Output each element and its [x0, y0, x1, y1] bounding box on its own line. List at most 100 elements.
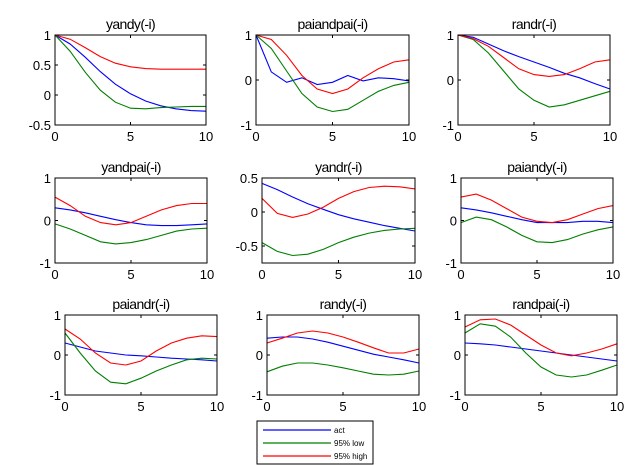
low-line — [460, 216, 614, 244]
low-line — [54, 34, 206, 110]
x-tick-label: 10 — [402, 129, 416, 144]
subplot-title: yandr(-i) — [315, 159, 362, 175]
legend: act 95% low 95% high — [256, 420, 374, 465]
high-line — [266, 330, 420, 354]
legend-label: 95% high — [334, 452, 367, 461]
y-tick-label: 0 — [245, 73, 252, 88]
y-tick-label: -0.5 — [236, 239, 258, 254]
y-tick-label: -0.5 — [29, 118, 51, 133]
axes-box — [261, 177, 416, 264]
x-tick-label: 10 — [603, 129, 617, 144]
axes-box — [460, 177, 614, 264]
y-tick-label: 0 — [450, 214, 457, 229]
low-line — [266, 362, 420, 376]
x-tick-label: 0 — [61, 399, 68, 414]
axes-box — [457, 34, 611, 126]
act-line — [261, 182, 416, 232]
y-tick-label: -1 — [39, 256, 51, 271]
low-line — [54, 223, 208, 245]
x-tick-label: 10 — [210, 399, 224, 414]
y-tick-label: 0.5 — [33, 58, 51, 73]
y-tick-label: 1 — [54, 308, 61, 323]
y-tick-label: 0 — [44, 214, 51, 229]
act-line — [464, 342, 618, 362]
x-tick-label: 0 — [263, 399, 270, 414]
legend-label: 95% low — [334, 439, 364, 448]
act-line — [460, 207, 614, 224]
y-tick-label: 1 — [44, 28, 51, 43]
y-tick-label: 0 — [251, 205, 258, 220]
low-line — [464, 323, 618, 378]
y-tick-label: -1 — [49, 388, 61, 403]
x-tick-label: 5 — [329, 129, 336, 144]
x-tick-label: 5 — [127, 129, 134, 144]
y-tick-label: 0 — [447, 73, 454, 88]
subplot-title: paiandy(-i) — [507, 159, 567, 175]
x-tick-label: 0 — [454, 129, 461, 144]
y-tick-label: 1 — [256, 308, 263, 323]
axes-box — [64, 314, 218, 396]
low-line — [457, 34, 611, 108]
y-tick-label: 0 — [256, 348, 263, 363]
subplot-title: randy(-i) — [320, 296, 367, 312]
high-line — [255, 34, 410, 95]
y-tick-label: 0.5 — [240, 171, 258, 186]
x-tick-label: 0 — [252, 129, 259, 144]
act-line — [266, 336, 420, 364]
low-line — [261, 227, 416, 257]
subplot-title: randr(-i) — [512, 16, 556, 32]
x-tick-label: 10 — [408, 267, 422, 282]
x-tick-label: 5 — [137, 399, 144, 414]
high-line — [457, 34, 611, 77]
axes-box — [266, 314, 420, 396]
x-tick-label: 0 — [461, 399, 468, 414]
y-tick-label: 1 — [447, 28, 454, 43]
x-tick-label: 5 — [530, 129, 537, 144]
y-tick-label: -1 — [445, 256, 457, 271]
y-tick-label: 0 — [44, 88, 51, 103]
low-line — [64, 332, 218, 385]
act-line — [54, 34, 207, 112]
axes-box — [54, 177, 208, 264]
x-tick-label: 0 — [51, 129, 58, 144]
x-tick-label: 5 — [533, 267, 540, 282]
subplot-title: paiandr(-i) — [112, 296, 169, 312]
y-tick-label: 1 — [245, 28, 252, 43]
y-tick-label: -1 — [251, 388, 263, 403]
y-tick-label: -1 — [449, 388, 461, 403]
y-tick-label: 1 — [450, 171, 457, 186]
x-tick-label: 10 — [610, 399, 624, 414]
high-line — [261, 185, 416, 218]
x-tick-label: 10 — [606, 267, 620, 282]
y-tick-label: -1 — [240, 118, 252, 133]
high-line — [464, 318, 618, 357]
x-tick-label: 0 — [51, 267, 58, 282]
legend-label: act — [334, 426, 345, 435]
x-tick-label: 5 — [339, 399, 346, 414]
y-tick-label: 0 — [454, 348, 461, 363]
x-tick-label: 10 — [412, 399, 426, 414]
high-line — [64, 328, 218, 366]
x-tick-label: 0 — [457, 267, 464, 282]
x-tick-label: 10 — [199, 129, 213, 144]
y-tick-label: -1 — [442, 118, 454, 133]
subplot-title: randpai(-i) — [512, 296, 569, 312]
high-line — [460, 193, 614, 224]
subplot-title: paiandpai(-i) — [297, 16, 367, 32]
subplot-title: yandpai(-i) — [101, 159, 161, 175]
y-tick-label: 1 — [454, 308, 461, 323]
subplot-5: yandr(-i)0 5 100.50-0.5 — [236, 159, 423, 282]
axes-box — [54, 34, 207, 126]
subplot-title: yandy(-i) — [106, 16, 155, 32]
y-tick-label: 0 — [54, 348, 61, 363]
x-tick-label: 0 — [258, 267, 265, 282]
